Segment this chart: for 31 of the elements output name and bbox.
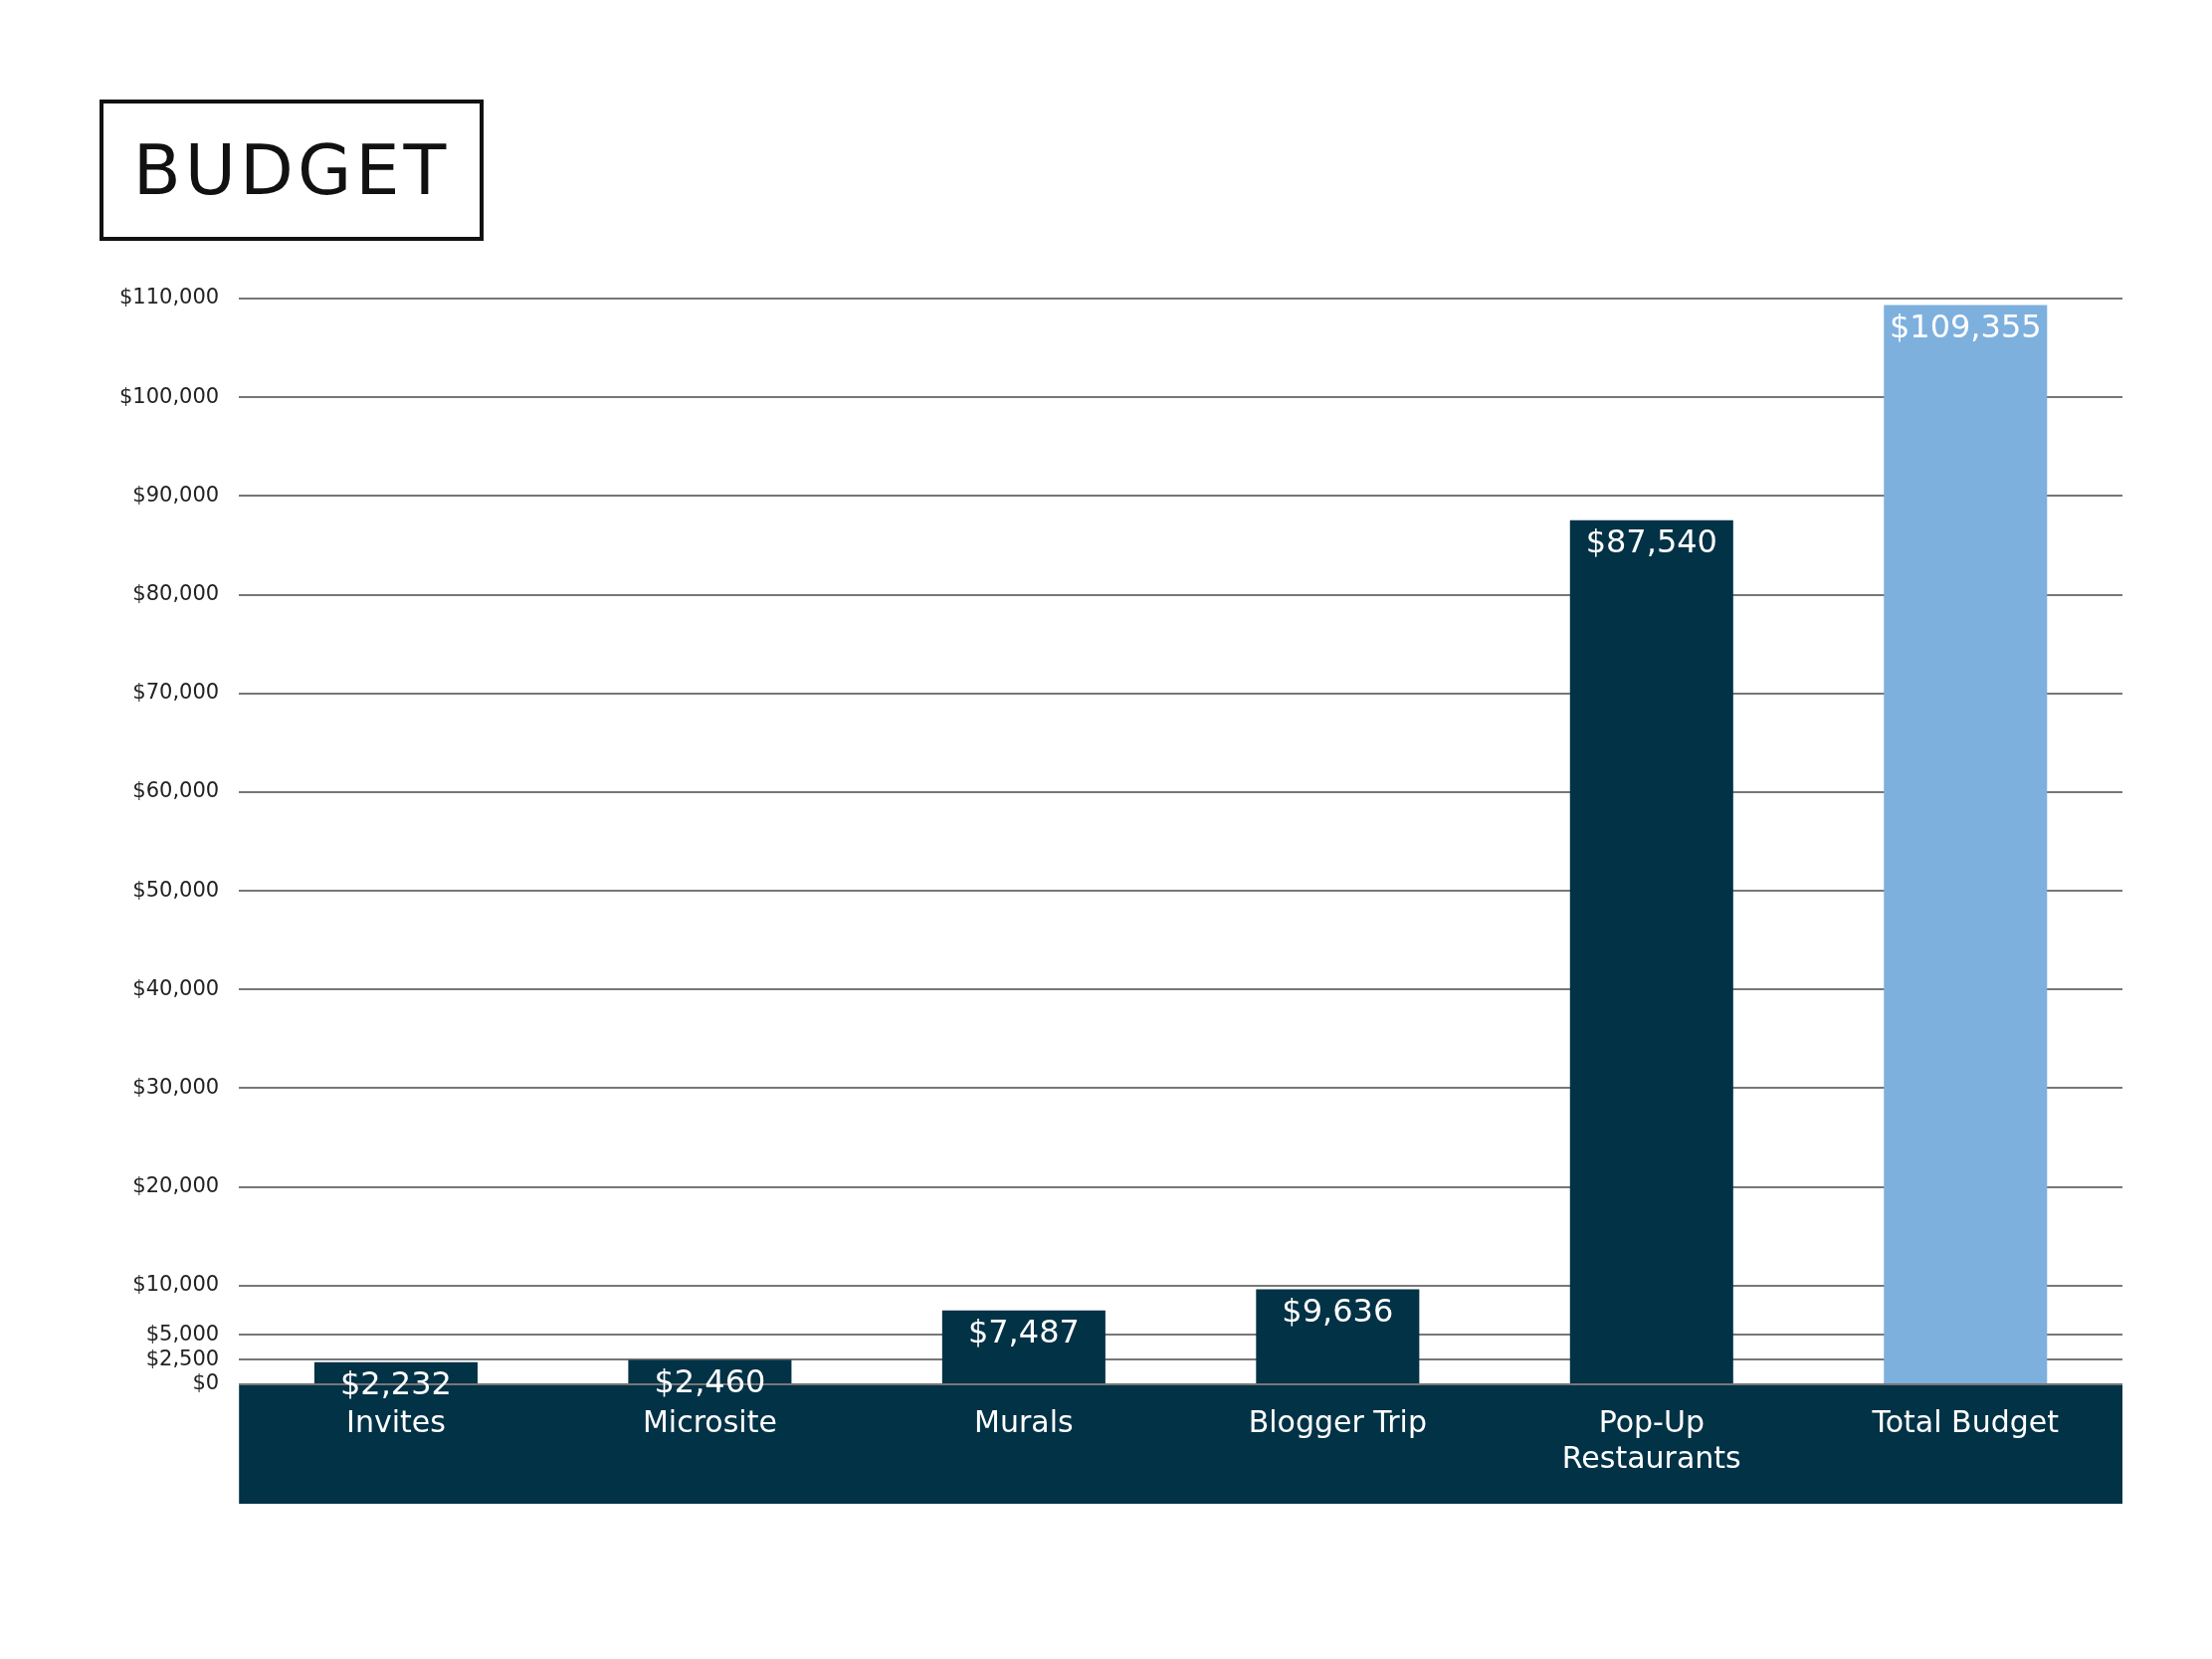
data-label: $9,636 (1282, 1291, 1394, 1330)
y-tick-label: $90,000 (132, 482, 220, 507)
bar (941, 1310, 1106, 1383)
y-tick-label: $70,000 (132, 680, 220, 705)
y-tick-label: $5,000 (145, 1321, 220, 1346)
bar (1884, 305, 2048, 1383)
x-tick-label: Total Budget (1871, 1403, 2060, 1439)
y-tick-label: $10,000 (132, 1272, 220, 1297)
bar (1569, 519, 1733, 1383)
bar (1256, 1289, 1420, 1383)
y-tick-label: $50,000 (132, 877, 220, 902)
data-label: $7,487 (967, 1313, 1080, 1351)
y-tick-label: $40,000 (132, 975, 220, 1000)
y-tick-label: $20,000 (132, 1173, 220, 1198)
chart-title: BUDGET (100, 100, 484, 241)
data-label: $109,355 (1889, 307, 2042, 345)
x-tick-label: Invites (346, 1403, 446, 1439)
data-label: $2,232 (339, 1364, 452, 1403)
x-tick-label: Blogger Trip (1248, 1403, 1427, 1439)
y-tick-label: $2,500 (145, 1346, 220, 1370)
x-tick-label: Pop-Up Restaurants (1561, 1403, 1741, 1475)
data-label: $87,540 (1585, 522, 1717, 561)
x-tick-label: Murals (974, 1403, 1074, 1439)
y-tick-label: $100,000 (119, 383, 220, 408)
y-tick-label: $60,000 (132, 778, 220, 803)
data-label: $2,460 (654, 1361, 766, 1400)
y-tick-label: $30,000 (132, 1074, 220, 1099)
x-tick-label: Microsite (642, 1403, 777, 1439)
y-tick-label: $80,000 (132, 581, 220, 605)
y-tick-label: $110,000 (119, 285, 220, 310)
y-tick-label: $0 (192, 1370, 220, 1395)
